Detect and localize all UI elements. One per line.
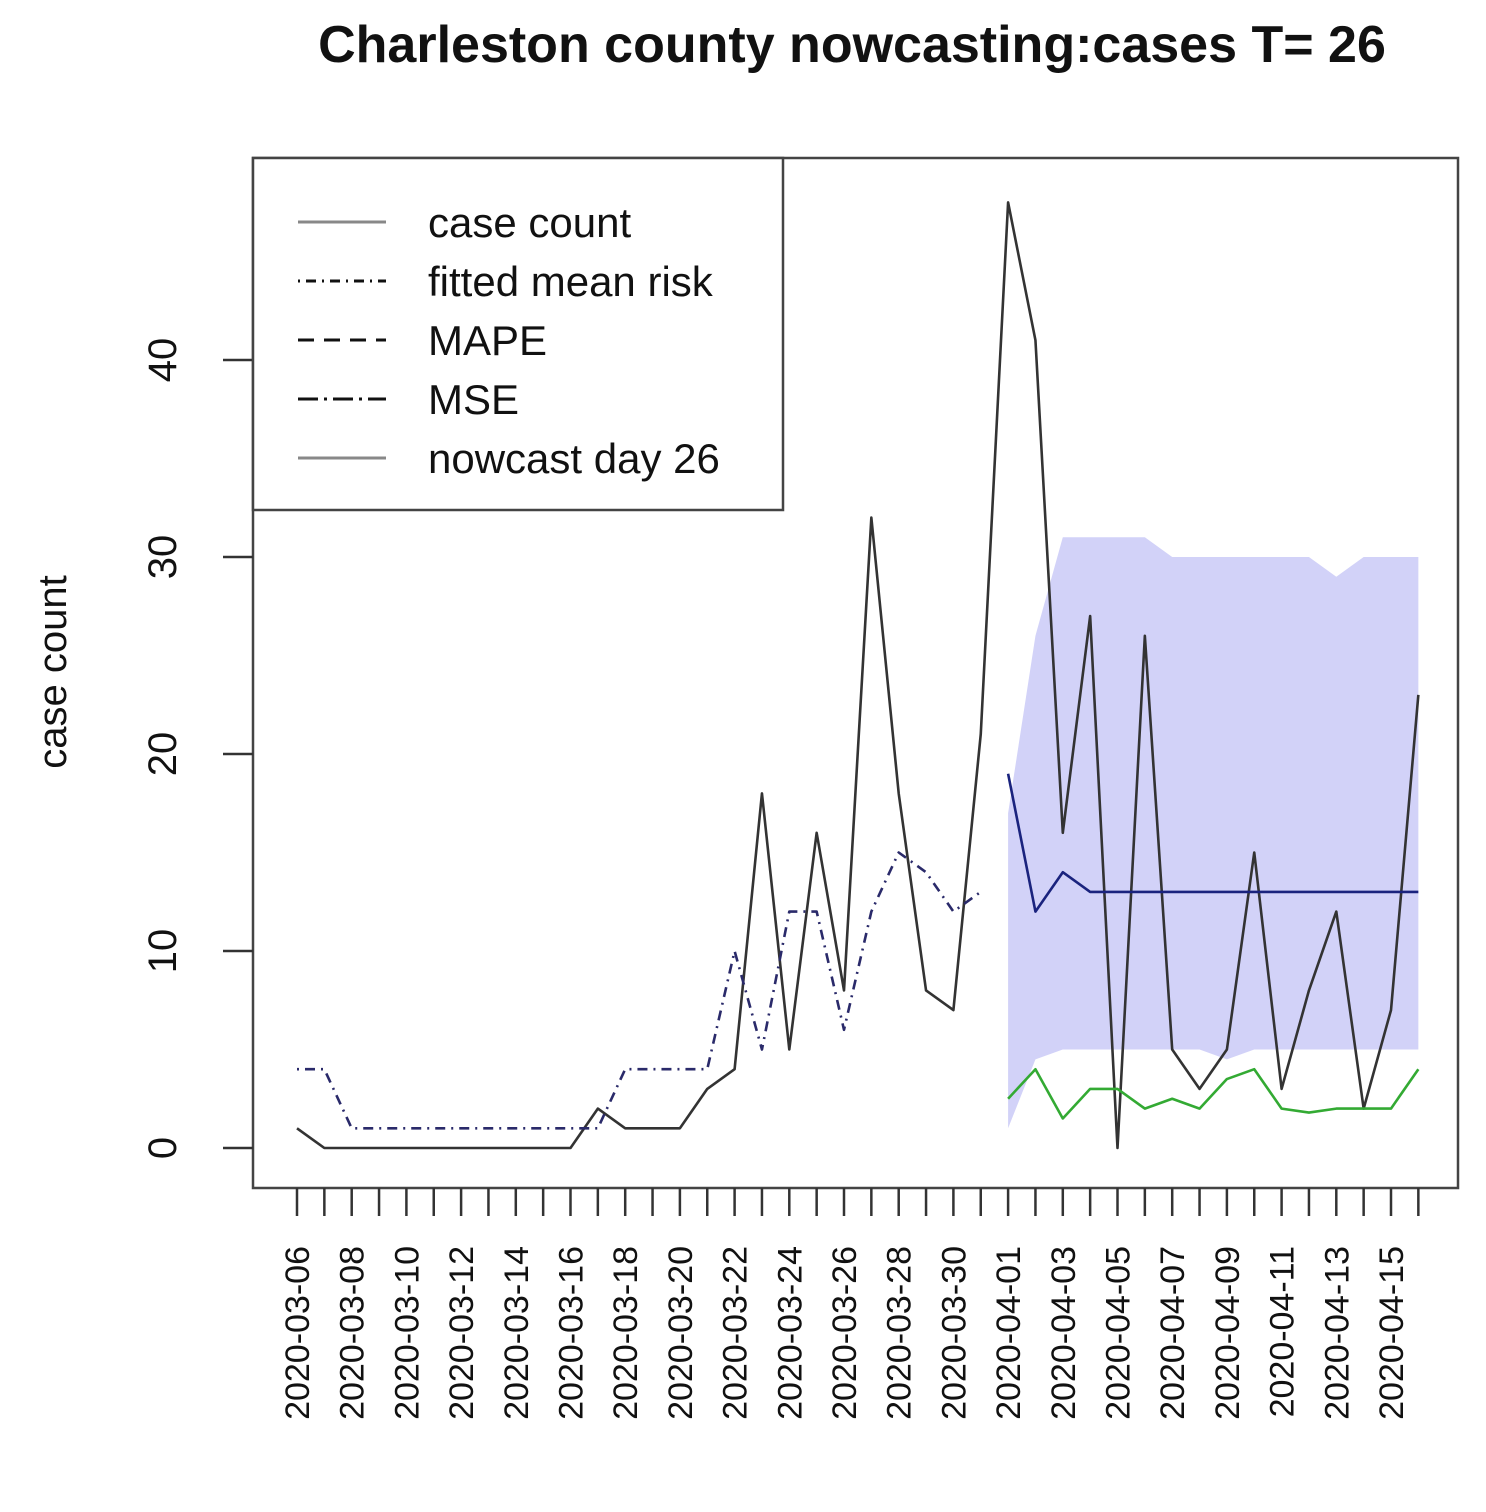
x-tick-label: 2020-04-09 xyxy=(1209,1246,1247,1420)
x-tick-label: 2020-04-07 xyxy=(1154,1246,1192,1420)
x-tick-label: 2020-03-24 xyxy=(771,1246,809,1420)
x-tick-label: 2020-03-18 xyxy=(607,1246,645,1420)
x-tick-label: 2020-04-01 xyxy=(990,1246,1028,1420)
x-tick-label: 2020-03-06 xyxy=(279,1246,317,1420)
y-tick-label: 30 xyxy=(141,535,185,580)
x-tick-label: 2020-03-26 xyxy=(826,1246,864,1420)
x-tick-label: 2020-04-13 xyxy=(1318,1246,1356,1420)
legend: case count fitted mean risk MAPE MSE nowcast… xyxy=(251,156,785,512)
legend-label: nowcast day 26 xyxy=(428,435,720,482)
legend-label: case count xyxy=(428,199,631,246)
x-tick-label: 2020-03-10 xyxy=(388,1246,426,1420)
x-tick-label: 2020-03-16 xyxy=(553,1246,591,1420)
chart-title: Charleston county nowcasting:cases T= 26 xyxy=(318,16,1386,74)
x-tick-label: 2020-03-14 xyxy=(498,1246,536,1420)
x-tick-label: 2020-04-15 xyxy=(1373,1246,1411,1420)
series-line-fitted-mean-risk xyxy=(297,851,982,1130)
plot-frame xyxy=(251,156,1460,1190)
y-tick-label: 40 xyxy=(141,338,185,383)
x-tick-label: 2020-04-11 xyxy=(1264,1246,1302,1417)
x-tick-label: 2020-03-22 xyxy=(717,1246,755,1420)
legend-box xyxy=(251,156,785,512)
x-tick-label: 2020-04-05 xyxy=(1100,1246,1138,1420)
legend-label: MSE xyxy=(428,376,519,423)
x-tick-label: 2020-03-20 xyxy=(662,1246,700,1420)
plot-area: 0 10 20 30 40 2020-03-06 2020-03-08 2020-03-10 2… xyxy=(141,156,1460,1420)
series-line-nowcast-day-26 xyxy=(1006,773,1419,913)
y-tick-label: 20 xyxy=(141,732,185,777)
y-tick-label: 10 xyxy=(141,929,185,974)
y-tick-label: 0 xyxy=(141,1137,185,1159)
x-tick-label: 2020-03-12 xyxy=(443,1246,481,1420)
legend-label: MAPE xyxy=(428,317,547,364)
x-tick-label: 2020-03-30 xyxy=(935,1246,973,1420)
series-line-case-count xyxy=(296,201,1420,1150)
x-tick-label: 2020-03-28 xyxy=(881,1246,919,1420)
prediction-band xyxy=(1008,537,1419,1129)
y-axis-label: case count xyxy=(31,575,75,768)
x-tick-label: 2020-03-08 xyxy=(334,1246,372,1420)
x-tick-label: 2020-04-03 xyxy=(1045,1246,1083,1420)
series-line-lower xyxy=(1007,1067,1420,1120)
legend-label: fitted mean risk xyxy=(428,258,714,305)
